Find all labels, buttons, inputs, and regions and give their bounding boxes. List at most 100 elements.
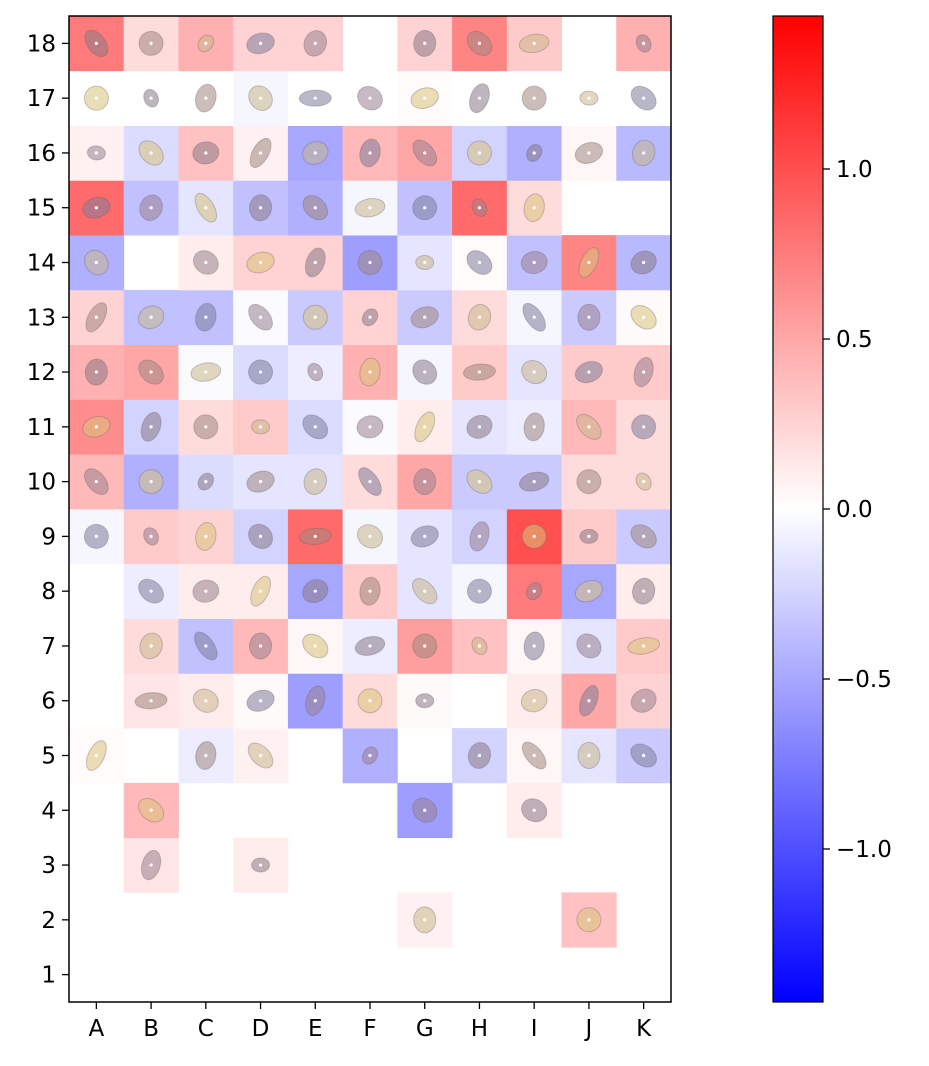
x-tick-label-G: G (416, 1016, 434, 1042)
y-tick-label-3: 3 (41, 853, 56, 879)
hold-bolt-F8 (368, 589, 372, 593)
hold-bolt-C7 (204, 644, 208, 648)
colorbar-axis: 1.0 0.5 0.0 −0.5 −1.0 (823, 157, 892, 863)
hold-bolt-G4 (423, 808, 427, 812)
x-tick-label-J: J (584, 1016, 593, 1042)
hold-bolt-J8 (587, 589, 591, 593)
hold-bolt-G2 (423, 918, 427, 922)
hold-bolt-D16 (258, 151, 263, 155)
hold-bolt-D9 (258, 534, 263, 538)
hold-bolt-H5 (477, 753, 482, 758)
x-tick-label-F: F (363, 1016, 376, 1042)
colorbar-tick-label: 1.0 (836, 157, 873, 183)
hold-bolt-D7 (258, 644, 263, 648)
hold-bolt-J2 (587, 918, 591, 922)
hold-bolt-I17 (532, 96, 536, 100)
hold-bolt-C9 (204, 534, 208, 538)
hold-bolt-J12 (587, 370, 591, 374)
hold-bolt-H7 (477, 644, 482, 648)
y-tick-label-15: 15 (27, 196, 56, 222)
hold-bolt-F5 (368, 753, 372, 758)
hold-bolt-F13 (368, 315, 372, 319)
x-tick-label-E: E (308, 1016, 323, 1042)
hold-bolt-C17 (204, 96, 208, 100)
hold-bolt-I18 (532, 41, 536, 45)
hold-bolt-H16 (477, 151, 482, 155)
hold-bolt-F12 (368, 370, 372, 374)
hold-bolt-E6 (313, 699, 317, 703)
hold-bolt-I8 (532, 589, 536, 593)
hold-bolt-C18 (204, 41, 208, 45)
hold-bolt-D10 (258, 480, 263, 484)
hold-bolt-G13 (423, 315, 427, 319)
hold-bolt-C12 (204, 370, 208, 374)
hold-bolt-F7 (368, 644, 372, 648)
hold-bolt-I6 (532, 699, 536, 703)
hold-bolt-F6 (368, 699, 372, 703)
hold-bolt-C8 (204, 589, 208, 593)
hold-bolt-B4 (149, 808, 153, 812)
hold-bolt-G9 (423, 534, 427, 538)
x-tick-label-A: A (88, 1016, 104, 1042)
y-tick-label-13: 13 (27, 305, 56, 331)
hold-bolt-F15 (368, 206, 372, 210)
hold-bolt-H14 (477, 260, 482, 265)
x-tick-label-K: K (636, 1016, 652, 1042)
hold-bolt-H13 (477, 315, 482, 319)
hold-bolt-K10 (642, 480, 646, 484)
hold-bolt-F11 (368, 425, 372, 429)
y-tick-label-2: 2 (41, 908, 56, 934)
hold-bolt-K12 (642, 370, 646, 374)
hold-bolt-G10 (423, 480, 427, 484)
hold-bolt-G12 (423, 370, 427, 374)
hold-bolt-H17 (477, 96, 482, 100)
hold-bolt-B16 (149, 151, 153, 155)
hold-bolt-D18 (258, 41, 263, 45)
y-tick-label-6: 6 (41, 689, 56, 715)
y-tick-label-16: 16 (27, 141, 56, 167)
hold-bolt-E11 (313, 425, 317, 429)
hold-bolt-J17 (587, 96, 591, 100)
hold-bolt-B18 (149, 41, 153, 45)
hold-bolt-C13 (204, 315, 208, 319)
hold-bolt-D15 (258, 206, 263, 210)
hold-bolt-J10 (587, 480, 591, 484)
hold-bolt-B6 (149, 699, 153, 703)
colorbar-tick-label: −0.5 (836, 667, 892, 693)
hold-bolt-E10 (313, 480, 317, 484)
hold-bolt-K6 (642, 699, 646, 703)
hold-bolt-D12 (258, 370, 263, 374)
hold-bolt-B8 (149, 589, 153, 593)
hold-bolt-A18 (94, 41, 98, 45)
hold-bolt-E15 (313, 206, 317, 210)
x-tick-label-I: I (531, 1016, 538, 1042)
hold-bolt-H12 (477, 370, 482, 374)
hold-bolt-D17 (258, 96, 263, 100)
hold-bolt-F9 (368, 534, 372, 538)
colorbar-tick-label: 0.5 (836, 327, 873, 353)
hold-bolt-C10 (204, 480, 208, 484)
hold-bolt-H9 (477, 534, 482, 538)
hold-bolt-E12 (313, 370, 317, 374)
hold-bolt-I10 (532, 480, 536, 484)
x-tick-label-B: B (143, 1016, 159, 1042)
hold-bolt-I16 (532, 151, 536, 155)
hold-bolt-H11 (477, 425, 482, 429)
hold-bolt-E13 (313, 315, 317, 319)
hold-bolt-F17 (368, 96, 372, 100)
hold-bolt-A15 (94, 206, 98, 210)
y-tick-label-17: 17 (27, 86, 56, 112)
hold-bolt-H10 (477, 480, 482, 484)
hold-bolt-I7 (532, 644, 536, 648)
hold-bolt-I13 (532, 315, 536, 319)
hold-bolt-D5 (258, 753, 263, 758)
hold-markers (82, 29, 660, 934)
hold-bolt-A13 (94, 315, 98, 319)
hold-bolt-I14 (532, 260, 536, 265)
hold-bolt-J16 (587, 151, 591, 155)
hold-bolt-K17 (642, 96, 646, 100)
hold-bolt-B13 (149, 315, 153, 319)
hold-bolt-K11 (642, 425, 646, 429)
